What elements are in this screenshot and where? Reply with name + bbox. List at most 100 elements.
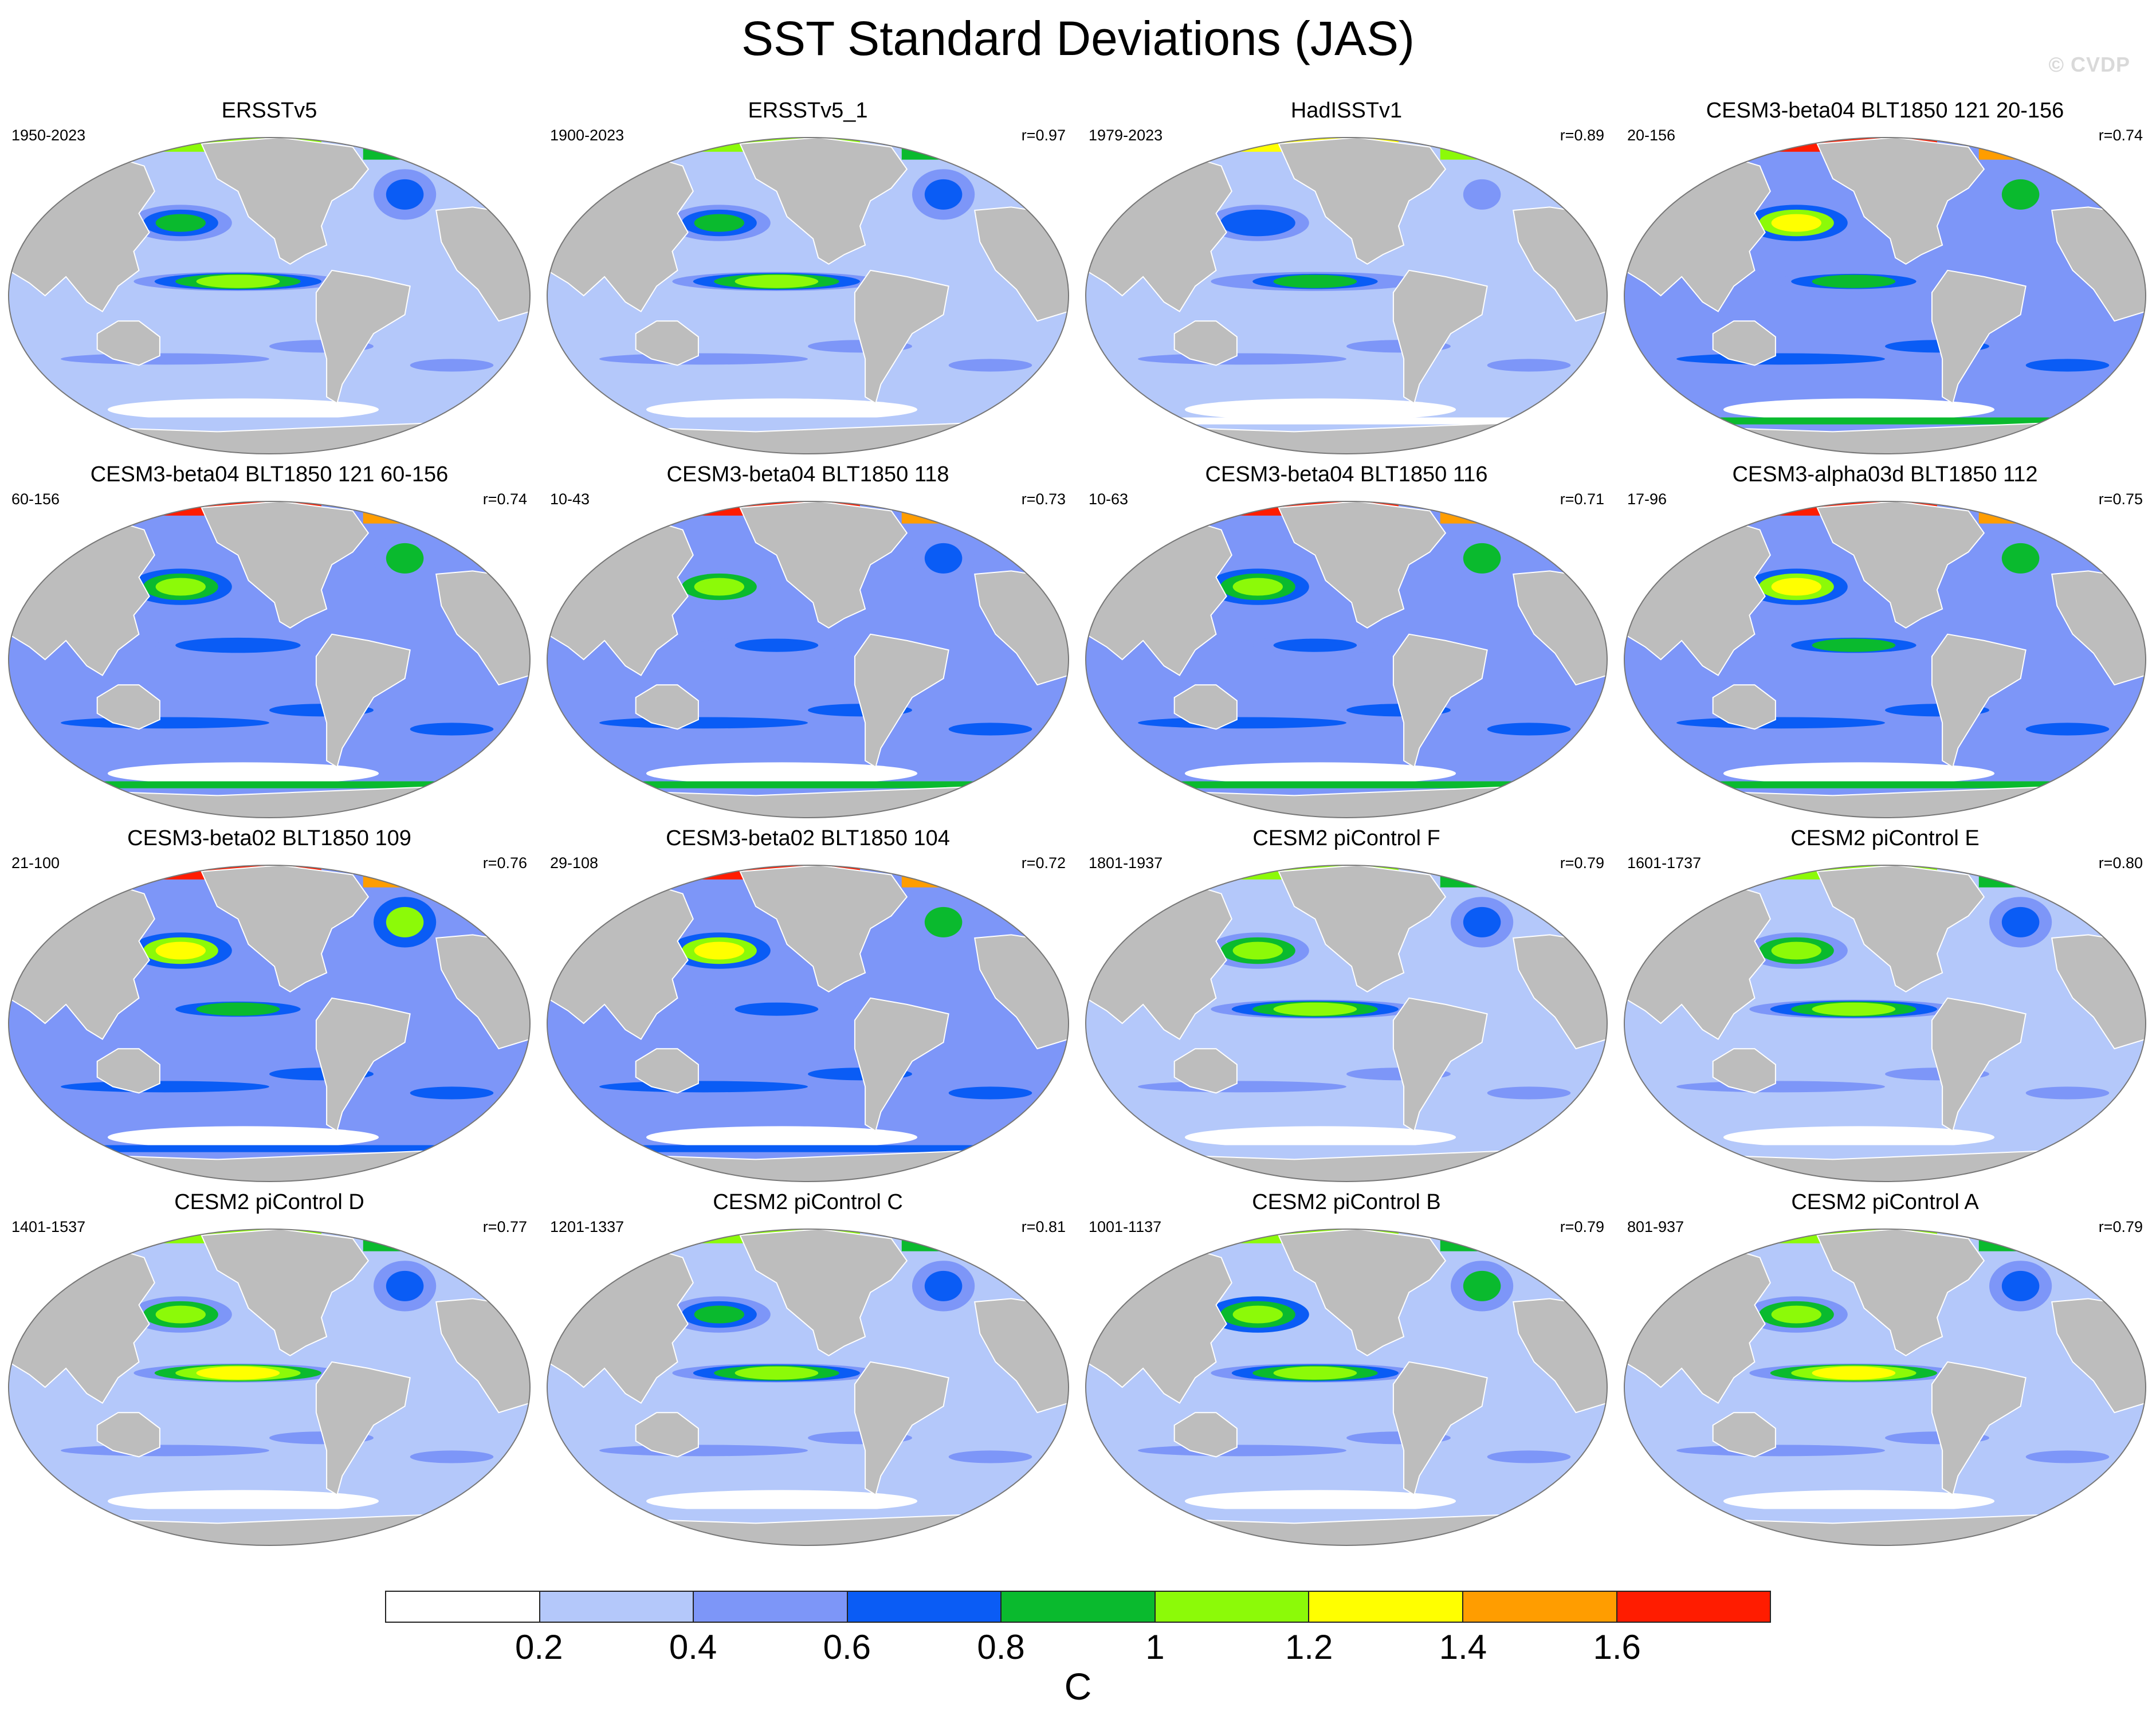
- midlatitude-band: [2025, 359, 2110, 372]
- midlatitude-band: [1676, 1081, 1885, 1093]
- north-atlantic-anomaly: [924, 1270, 963, 1301]
- midlatitude-band: [1676, 353, 1885, 365]
- panel-title: CESM2 piControl A: [1791, 1190, 1979, 1214]
- land-samerica: [315, 1361, 411, 1496]
- north-pacific-anomaly: [1232, 941, 1283, 960]
- southern-ocean-band: [588, 417, 1027, 425]
- colorbar-tick-label: 1: [1145, 1628, 1165, 1666]
- north-pacific-anomaly: [1771, 214, 1821, 232]
- colorbar-segment: [1616, 1592, 1770, 1622]
- map-outline: [1085, 1229, 1608, 1546]
- colorbar-tick-label: 1.4: [1439, 1628, 1487, 1666]
- robinson-map: [8, 501, 531, 818]
- panel-title: CESM2 piControl F: [1252, 826, 1440, 850]
- map-panel: CESM3-beta04 BLT1850 121 20-156 20-156 r=0…: [1616, 97, 2154, 456]
- midlatitude-band: [410, 1450, 494, 1463]
- low-variance-region: [1184, 1126, 1456, 1149]
- land-namerica: [739, 1229, 908, 1356]
- enso-tongue: [1812, 274, 1896, 288]
- low-variance-region: [646, 762, 918, 785]
- panel-correlation: r=0.73: [1021, 490, 1066, 508]
- robinson-map: [547, 137, 1069, 454]
- midlatitude-band: [61, 1445, 269, 1457]
- map-outline: [1085, 137, 1608, 454]
- panel-correlation: r=0.89: [1560, 127, 1604, 144]
- robinson-map: [1624, 865, 2146, 1182]
- colorbar-segment: [1308, 1592, 1462, 1622]
- panel-years: 1801-1937: [1089, 854, 1163, 872]
- midlatitude-band: [599, 1081, 808, 1093]
- north-pacific-anomaly: [1232, 1305, 1283, 1324]
- figure-title: SST Standard Deviations (JAS): [741, 11, 1415, 65]
- southern-ocean-band: [1127, 781, 1566, 788]
- enso-tongue: [1273, 1366, 1357, 1380]
- enso-tongue: [735, 1366, 819, 1380]
- panel-title: CESM2 piControl C: [713, 1190, 903, 1214]
- panel-years: 1601-1737: [1627, 854, 1702, 872]
- low-variance-region: [1723, 1126, 1995, 1149]
- land-australia: [635, 1048, 699, 1094]
- low-variance-region: [1184, 762, 1456, 785]
- enso-tongue: [1812, 638, 1896, 652]
- low-variance-region: [1723, 398, 1995, 421]
- land-namerica: [201, 501, 370, 629]
- southern-ocean-band: [50, 1145, 489, 1152]
- southern-ocean-band: [1666, 781, 2104, 788]
- southern-ocean-band: [1127, 1509, 1566, 1516]
- colorbar-segment: [386, 1592, 539, 1622]
- midlatitude-band: [599, 717, 808, 729]
- panel-title: CESM3-beta04 BLT1850 116: [1205, 462, 1488, 486]
- robinson-map: [8, 1229, 531, 1546]
- colorbar-segment: [1154, 1592, 1309, 1622]
- land-samerica: [1392, 1361, 1488, 1496]
- land-samerica: [854, 633, 949, 768]
- panel-title: ERSSTv5_1: [748, 99, 868, 123]
- midlatitude-band: [599, 353, 808, 365]
- land-australia: [96, 1412, 160, 1458]
- robinson-map: [8, 137, 531, 454]
- north-atlantic-anomaly: [1463, 543, 1501, 574]
- colorbar-segment: [846, 1592, 1001, 1622]
- map-outline: [1085, 501, 1608, 818]
- southern-ocean-band: [1666, 1509, 2104, 1516]
- panel-years: 21-100: [11, 854, 60, 872]
- north-pacific-anomaly: [1771, 941, 1821, 960]
- enso-tongue: [196, 1366, 280, 1380]
- panel-title: CESM3-beta04 BLT1850 121 20-156: [1706, 99, 2064, 123]
- north-atlantic-anomaly: [924, 906, 963, 937]
- robinson-map: [547, 1229, 1069, 1546]
- panel-years: 1900-2023: [550, 127, 625, 144]
- robinson-map: [1085, 501, 1608, 818]
- map-outline: [547, 137, 1069, 454]
- midlatitude-band: [1138, 1445, 1346, 1457]
- map-outline: [8, 865, 531, 1182]
- midlatitude-band: [410, 1086, 494, 1100]
- map-outline: [1624, 865, 2146, 1182]
- robinson-map: [1624, 1229, 2146, 1546]
- land-samerica: [1931, 633, 2027, 768]
- midlatitude-band: [599, 1445, 808, 1457]
- panel-correlation: r=0.74: [2098, 127, 2143, 144]
- colorbar-tick-label: 0.6: [823, 1628, 871, 1666]
- robinson-map: [1624, 501, 2146, 818]
- colorbar-tick-label: 0.4: [669, 1628, 717, 1666]
- north-pacific-anomaly: [155, 941, 206, 960]
- land-samerica: [1392, 997, 1488, 1132]
- north-pacific-anomaly: [155, 1305, 206, 1324]
- north-pacific-anomaly: [1232, 214, 1283, 232]
- low-variance-region: [107, 398, 379, 421]
- map-panel: CESM3-alpha03d BLT1850 112 17-96 r=0.75: [1616, 461, 2154, 819]
- land-australia: [1712, 684, 1776, 730]
- north-pacific-anomaly: [1771, 578, 1821, 596]
- map-panel: CESM3-beta02 BLT1850 104 29-108 r=0.72: [539, 825, 1077, 1183]
- colorbar-tick-label: 0.8: [977, 1628, 1025, 1666]
- robinson-map: [8, 865, 531, 1182]
- north-pacific-anomaly: [155, 214, 206, 232]
- land-australia: [96, 320, 160, 366]
- land-australia: [1173, 684, 1238, 730]
- north-atlantic-anomaly: [1463, 179, 1501, 210]
- low-variance-region: [646, 1126, 918, 1149]
- land-namerica: [1816, 138, 1985, 265]
- low-variance-region: [646, 1490, 918, 1513]
- low-variance-region: [107, 1490, 379, 1513]
